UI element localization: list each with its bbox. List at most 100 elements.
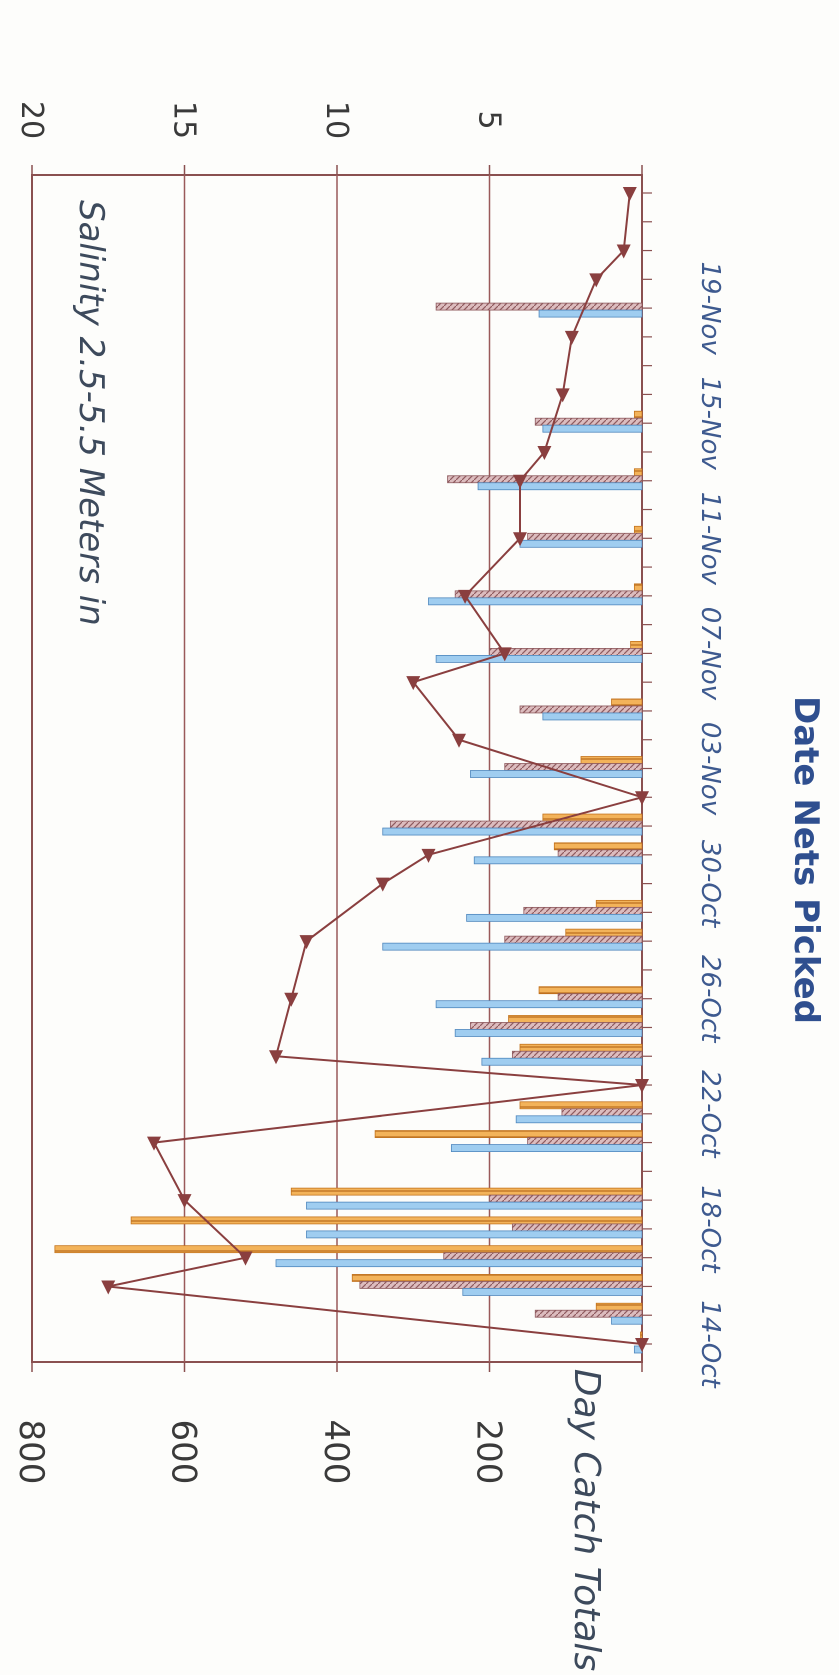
x-tick-label: 11-Nov [695, 492, 725, 586]
bar [447, 475, 643, 484]
bar [538, 986, 643, 995]
y2-axis-title: Salinity 2.5-5.5 Meters in [71, 200, 111, 626]
salinity-point [101, 1280, 116, 1295]
salinity-point [299, 935, 314, 950]
bar [630, 641, 643, 649]
bar [527, 532, 643, 541]
bar [450, 1144, 643, 1152]
salinity-point [421, 848, 436, 863]
x-tick-label: 22-Oct [695, 1070, 725, 1158]
bar [534, 1309, 643, 1318]
y-axis-title: Day Catch Totals [566, 1369, 607, 1671]
bar [389, 820, 643, 829]
bar [519, 1101, 643, 1110]
bar [435, 302, 643, 311]
bar [382, 942, 643, 951]
bar [428, 597, 643, 606]
salinity-point [177, 1194, 192, 1209]
y-tick-label: 600 [164, 1420, 204, 1485]
bar [462, 1288, 643, 1296]
bar [306, 1230, 643, 1239]
bar [511, 1223, 643, 1232]
bar [611, 698, 643, 707]
x-tick-label: 30-Oct [695, 840, 725, 928]
bar [275, 1259, 643, 1268]
bar [515, 1115, 643, 1124]
bar [473, 856, 643, 865]
bar [290, 1187, 643, 1196]
bar [470, 1022, 643, 1030]
x-tick-label: 14-Oct [695, 1300, 725, 1388]
salinity-point [269, 1050, 283, 1065]
bar [435, 655, 643, 663]
bar [633, 583, 643, 592]
y2-tick-label: 10 [319, 101, 354, 139]
salinity-point [537, 445, 552, 460]
salinity-point [458, 589, 473, 604]
bar [519, 1043, 643, 1052]
bar [595, 899, 643, 908]
bar [130, 1216, 643, 1225]
bar [504, 763, 643, 771]
salinity-point [616, 244, 631, 259]
salinity-point [635, 1338, 649, 1352]
x-tick-label: 03-Nov [695, 722, 725, 816]
bar [523, 906, 643, 915]
x-tick-label: 26-Oct [695, 955, 725, 1043]
bar [527, 1137, 643, 1145]
salinity-point [238, 1251, 253, 1266]
bar [477, 482, 643, 491]
salinity-point [635, 791, 649, 806]
bar [54, 1245, 643, 1254]
salinity-point [147, 1136, 161, 1151]
bar [508, 1015, 643, 1023]
y2-tick-label: 5 [472, 110, 507, 129]
bar [435, 1000, 643, 1009]
salinity-line [108, 192, 646, 1345]
bar [538, 309, 643, 318]
x-tick-label: 07-Nov [695, 607, 725, 701]
bar [633, 525, 643, 534]
bar [633, 468, 643, 477]
bar [542, 712, 643, 721]
bar [542, 424, 643, 433]
salinity-point [555, 388, 570, 403]
salinity-point [513, 532, 527, 547]
bar [489, 648, 643, 656]
bar [595, 1302, 643, 1311]
bar [359, 1281, 643, 1289]
bar [557, 849, 643, 858]
y2-tick-label: 20 [14, 101, 49, 139]
bar [470, 770, 643, 778]
bar [306, 1201, 643, 1210]
bar [454, 1029, 643, 1037]
x-tick-label: 15-Nov [695, 377, 725, 471]
bar [557, 993, 643, 1002]
y-tick-label: 800 [11, 1420, 51, 1485]
bar [504, 935, 643, 944]
salinity-point [284, 992, 299, 1007]
salinity-point [375, 877, 390, 892]
salinity-point [635, 1079, 649, 1094]
bar [466, 913, 643, 922]
bar [553, 842, 643, 851]
salinity-point [452, 733, 466, 748]
bar [561, 1108, 643, 1117]
y-tick-label: 200 [469, 1420, 509, 1485]
x-tick-label: 18-Oct [695, 1185, 725, 1273]
bar [580, 756, 643, 764]
y2-tick-label: 15 [167, 101, 202, 139]
salinity-point [406, 676, 421, 691]
bar [611, 1316, 643, 1325]
x-tick-label: 19-Nov [695, 261, 725, 355]
bar [519, 705, 643, 714]
bar [351, 1274, 643, 1282]
bar [534, 417, 643, 426]
bar [443, 1252, 643, 1261]
salinity-point [622, 187, 637, 201]
bar [481, 1057, 643, 1066]
salinity-point [497, 647, 512, 662]
bar [565, 928, 643, 937]
bar [511, 1050, 643, 1059]
